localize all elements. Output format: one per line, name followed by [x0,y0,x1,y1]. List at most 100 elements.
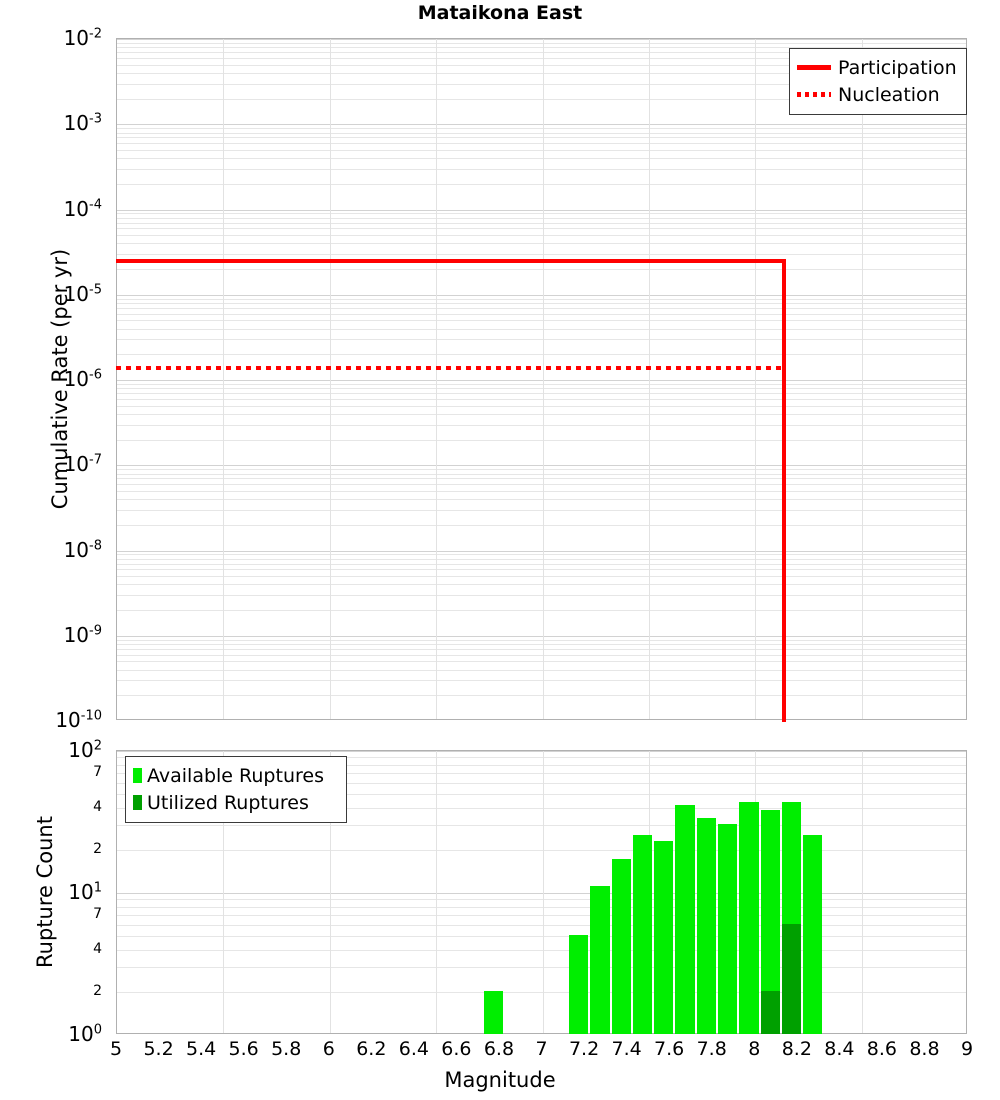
gridline-horizontal [117,124,966,126]
gridline-vertical [648,39,650,719]
x-axis-tick-label: 6.6 [441,1038,472,1060]
x-axis-tick-label: 8.8 [909,1038,940,1060]
gridline-horizontal-minor [117,484,966,486]
top-panel-y-tick-label: 10-2 [63,26,102,50]
x-axis-tick-label: 6.2 [356,1038,387,1060]
utilized-ruptures-segment [781,923,802,1034]
bottom-panel-y-tick-label: 102 [68,738,102,762]
bottom-panel-y-tick-label: 4 [93,940,102,957]
gridline-vertical [223,751,225,1033]
top-panel-y-tick-label: 10-7 [63,452,102,477]
gridline-horizontal-minor [117,509,966,511]
gridline-horizontal-minor [117,183,966,185]
top-panel-y-tick-label: 10-10 [55,708,102,732]
gridline-horizontal-minor [117,42,966,44]
available-ruptures-segment [569,934,589,1034]
bottom-panel-y-tick-label: 4 [93,798,102,815]
gridline-horizontal-minor [117,303,966,304]
gridline-horizontal-minor [117,648,966,650]
gridline-horizontal-minor [117,339,966,341]
x-axis-tick-label: 7.6 [654,1038,685,1060]
gridline-vertical [223,39,225,719]
gridline-horizontal-minor [117,132,966,134]
x-axis-tick-label: 7.8 [696,1038,727,1060]
solid-line-icon [797,65,831,70]
x-axis-tick-label: 8.4 [824,1038,855,1060]
gridline-vertical [755,39,757,719]
x-axis-tick-label: 5.2 [143,1038,174,1060]
gridline-vertical [329,39,331,719]
x-axis-tick-label: 5 [109,1038,123,1060]
gridline-horizontal-minor [117,213,966,215]
gridline-horizontal-minor [117,393,966,395]
gridline-horizontal-minor [117,313,966,315]
gridline-horizontal-minor [117,850,966,852]
gridline-horizontal-minor [117,695,966,697]
gridline-horizontal-minor [117,328,966,330]
gridline-horizontal-minor [117,644,966,645]
bottom-panel-y-tick-label: 2 [93,841,102,858]
available-ruptures-segment [590,886,610,1034]
x-axis-tick-label: 5.6 [228,1038,259,1060]
gridline-horizontal [117,465,966,467]
bottom-panel-y-tick-label: 7 [93,763,102,780]
bottom-panel-y-tick-label: 100 [68,1022,102,1046]
gridline-horizontal-minor [117,72,966,74]
gridline-horizontal-minor [117,899,966,901]
top-panel-y-tick-label: 10-5 [63,281,102,306]
x-axis-tick-label: 5.8 [271,1038,302,1060]
gridline-horizontal-minor [117,935,966,937]
gridline-vertical [542,39,544,719]
x-axis-tick-label: 5.4 [185,1038,217,1060]
x-axis-tick-label: 8.6 [866,1038,897,1060]
gridline-horizontal-minor [117,654,966,656]
participation-line [116,259,787,264]
available-ruptures-segment [739,802,759,1034]
nucleation-line [116,365,787,370]
gridline-horizontal-minor [117,83,966,85]
gridline-horizontal-minor [117,222,966,224]
nucleation-drop-segment [782,365,787,722]
bottom-panel-legend: Available Ruptures Utilized Ruptures [125,756,347,823]
gridline-horizontal-minor [117,782,966,784]
gridline-horizontal-minor [117,235,966,237]
gridline-horizontal-minor [117,413,966,415]
gridline-horizontal-minor [117,584,966,586]
gridline-horizontal-minor [117,439,966,441]
legend-item-label: Utilized Ruptures [147,791,309,814]
legend-item: Nucleation [797,81,958,108]
gridline-vertical [861,751,863,1033]
gridline-horizontal-minor [117,47,966,49]
available-ruptures-segment [483,991,504,1034]
x-axis-tick-label: 7.2 [568,1038,600,1060]
gridline-horizontal-minor [117,576,966,578]
gridline-horizontal-minor [117,128,966,130]
x-axis-tick-label: 9 [960,1038,974,1060]
available-ruptures-segment [696,818,716,1034]
top-panel-y-tick-label: 10-8 [63,537,102,562]
x-axis-tick-label: 6.8 [483,1038,515,1060]
gridline-horizontal-minor [117,610,966,612]
gridline-horizontal-minor [117,98,966,100]
x-axis-tick-label: 7.4 [611,1038,642,1060]
gridline-vertical [436,751,438,1033]
gridline-horizontal-minor [117,243,966,245]
x-axis-label: Magnitude [444,1068,556,1092]
gridline-vertical [861,39,863,719]
gridline-horizontal-minor [117,906,966,908]
gridline-horizontal-minor [117,269,966,271]
gridline-horizontal-minor [117,490,966,492]
bottom-panel-y-tick-label: 7 [93,905,102,922]
rupture-count-bar [483,991,504,1034]
gridline-horizontal-minor [117,554,966,556]
gridline-horizontal-minor [117,217,966,219]
gridline-horizontal-minor [117,639,966,641]
gridline-horizontal-minor [117,499,966,501]
gridline-horizontal [117,380,966,381]
gridline-horizontal-minor [117,967,966,969]
gridline-horizontal-minor [117,764,966,766]
gridline-horizontal-minor [117,424,966,426]
gridline-horizontal-minor [117,924,966,926]
gridline-vertical [436,39,438,719]
